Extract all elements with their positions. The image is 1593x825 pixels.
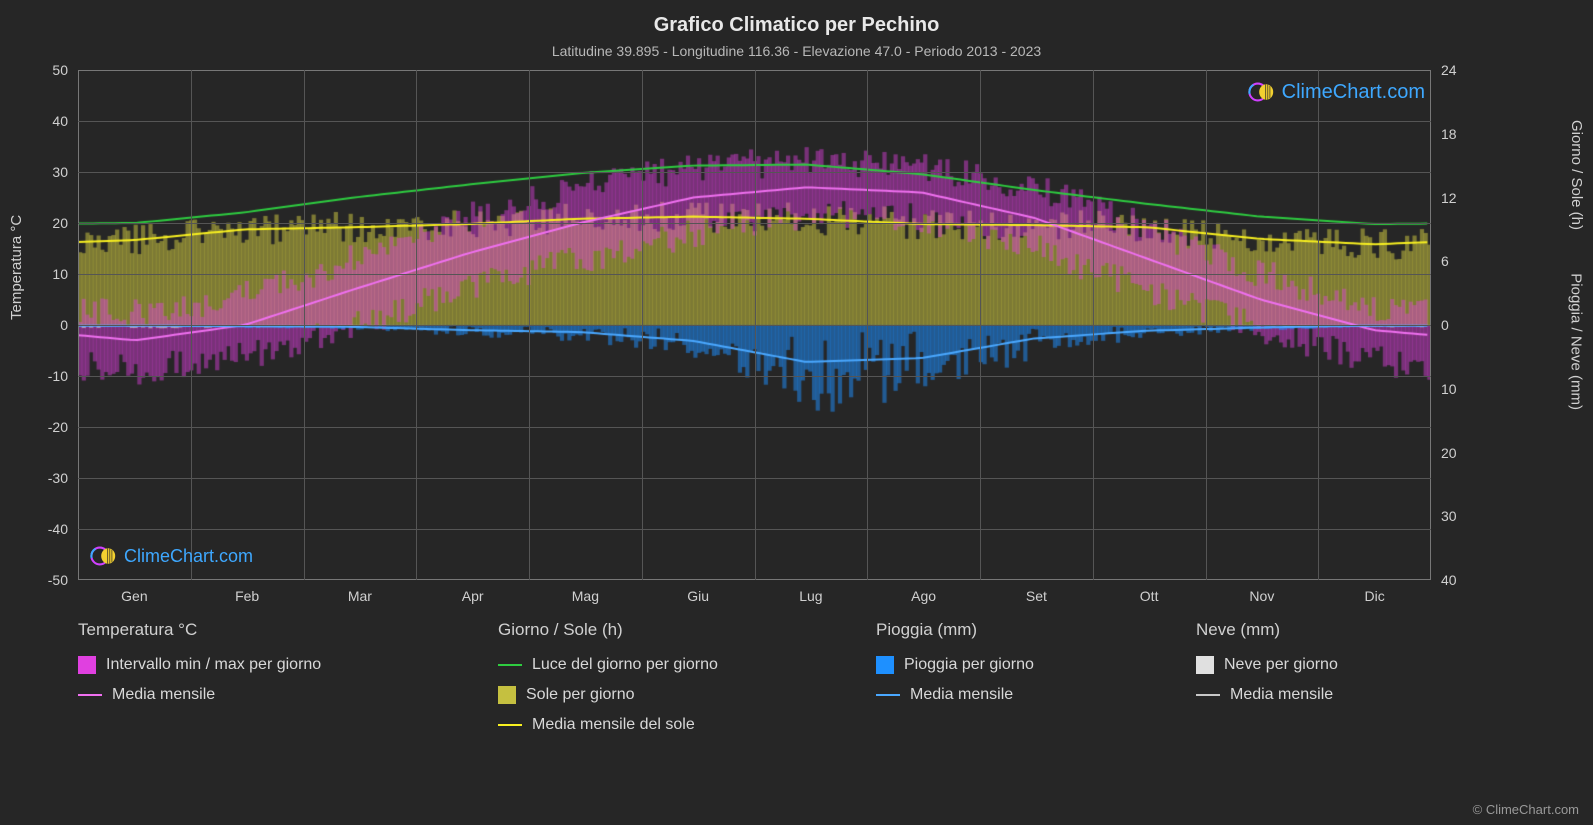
ytick-left: 30	[52, 164, 68, 180]
legend-swatch	[78, 656, 96, 674]
gridline-vertical	[642, 70, 643, 580]
legend-item: Pioggia per giorno	[876, 656, 1196, 674]
gridline-vertical	[416, 70, 417, 580]
ytick-left: -40	[48, 521, 68, 537]
legend-item: Neve per giorno	[1196, 656, 1476, 674]
legend-swatch	[876, 656, 894, 674]
legend-label: Intervallo min / max per giorno	[106, 656, 321, 674]
xtick-month: Mar	[348, 588, 372, 604]
xtick-month: Dic	[1365, 588, 1385, 604]
brand-logo-bottom: ClimeChart.com	[90, 542, 253, 570]
ytick-right-hours: 24	[1441, 62, 1457, 78]
legend-item: Media mensile del sole	[498, 716, 876, 734]
ytick-left: 0	[60, 317, 68, 333]
gridline-vertical	[304, 70, 305, 580]
xtick-month: Ago	[911, 588, 936, 604]
gridline-vertical	[1318, 70, 1319, 580]
chart-plot-area: -50-40-30-20-100102030405006121824102030…	[78, 70, 1431, 580]
xtick-month: Gen	[121, 588, 147, 604]
brand-text: ClimeChart.com	[124, 546, 253, 567]
legend-heading: Pioggia (mm)	[876, 620, 1196, 640]
ytick-left: -30	[48, 470, 68, 486]
logo-icon	[90, 542, 118, 570]
legend-label: Luce del giorno per giorno	[532, 656, 718, 674]
gridline-vertical	[1093, 70, 1094, 580]
ytick-left: 10	[52, 266, 68, 282]
legend-item: Intervallo min / max per giorno	[78, 656, 498, 674]
copyright: © ClimeChart.com	[1473, 802, 1579, 817]
legend-item: Luce del giorno per giorno	[498, 656, 876, 674]
brand-logo-top: ClimeChart.com	[1248, 78, 1425, 106]
ytick-right-mm: 20	[1441, 445, 1457, 461]
gridline-vertical	[191, 70, 192, 580]
legend-col-temp: Temperatura °C Intervallo min / max per …	[78, 620, 498, 734]
legend-label: Sole per giorno	[526, 686, 635, 704]
legend-col-rain: Pioggia (mm) Pioggia per giorno Media men…	[876, 620, 1196, 734]
legend-col-daylight: Giorno / Sole (h) Luce del giorno per gi…	[498, 620, 876, 734]
xtick-month: Feb	[235, 588, 259, 604]
gridline-vertical	[529, 70, 530, 580]
legend-swatch	[876, 694, 900, 696]
ytick-left: 20	[52, 215, 68, 231]
ytick-right-mm: 10	[1441, 381, 1457, 397]
legend: Temperatura °C Intervallo min / max per …	[78, 620, 1431, 734]
ytick-left: 40	[52, 113, 68, 129]
ytick-right-hours: 6	[1441, 253, 1449, 269]
legend-item: Media mensile	[78, 686, 498, 704]
ytick-right-mm: 40	[1441, 572, 1457, 588]
xtick-month: Nov	[1249, 588, 1274, 604]
legend-heading: Temperatura °C	[78, 620, 498, 640]
y-axis-right-top-label: Giorno / Sole (h)	[1568, 120, 1585, 230]
ytick-left: -50	[48, 572, 68, 588]
ytick-right-hours: 18	[1441, 126, 1457, 142]
xtick-month: Ott	[1140, 588, 1159, 604]
legend-swatch	[498, 724, 522, 726]
legend-label: Media mensile	[112, 686, 215, 704]
xtick-month: Giu	[687, 588, 709, 604]
y-axis-right-bottom-label: Pioggia / Neve (mm)	[1568, 273, 1585, 410]
xtick-month: Lug	[799, 588, 822, 604]
legend-label: Media mensile del sole	[532, 716, 695, 734]
legend-item: Media mensile	[1196, 686, 1476, 704]
legend-swatch	[1196, 694, 1220, 696]
xtick-month: Set	[1026, 588, 1047, 604]
gridline-vertical	[980, 70, 981, 580]
legend-item: Sole per giorno	[498, 686, 876, 704]
legend-swatch	[498, 686, 516, 704]
legend-swatch	[78, 694, 102, 696]
legend-item: Media mensile	[876, 686, 1196, 704]
gridline-vertical	[867, 70, 868, 580]
chart-subtitle: Latitudine 39.895 - Longitudine 116.36 -…	[0, 37, 1593, 59]
legend-label: Media mensile	[1230, 686, 1333, 704]
y-axis-left-label: Temperatura °C	[8, 215, 25, 320]
gridline-vertical	[1206, 70, 1207, 580]
legend-label: Media mensile	[910, 686, 1013, 704]
ytick-right-hours: 12	[1441, 190, 1457, 206]
legend-heading: Neve (mm)	[1196, 620, 1476, 640]
legend-label: Neve per giorno	[1224, 656, 1338, 674]
ytick-left: -10	[48, 368, 68, 384]
xtick-month: Mag	[572, 588, 599, 604]
brand-text: ClimeChart.com	[1282, 81, 1425, 104]
ytick-right-mm: 30	[1441, 508, 1457, 524]
ytick-left: 50	[52, 62, 68, 78]
ytick-right-hours: 0	[1441, 317, 1449, 333]
legend-label: Pioggia per giorno	[904, 656, 1034, 674]
legend-col-snow: Neve (mm) Neve per giorno Media mensile	[1196, 620, 1476, 734]
xtick-month: Apr	[462, 588, 484, 604]
ytick-left: -20	[48, 419, 68, 435]
gridline-vertical	[755, 70, 756, 580]
legend-swatch	[498, 664, 522, 666]
chart-title: Grafico Climatico per Pechino	[0, 0, 1593, 37]
legend-heading: Giorno / Sole (h)	[498, 620, 876, 640]
logo-icon	[1248, 78, 1276, 106]
legend-swatch	[1196, 656, 1214, 674]
